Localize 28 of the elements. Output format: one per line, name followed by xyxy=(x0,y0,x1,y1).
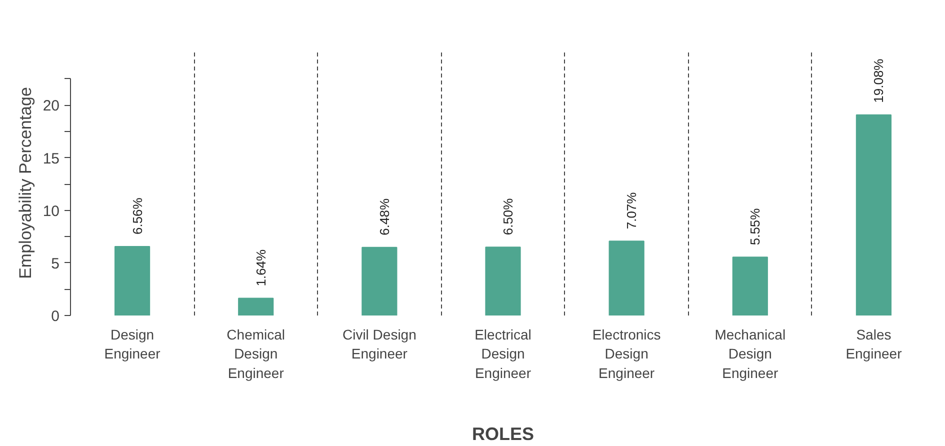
y-tick-label: 0 xyxy=(51,308,60,325)
data-label: 5.55% xyxy=(748,208,763,246)
bar xyxy=(362,246,398,316)
bar xyxy=(485,246,521,316)
data-label: 6.48% xyxy=(376,198,392,236)
x-tick-label: Design Engineer xyxy=(104,326,161,362)
x-tick-label: Civil Design Engineer xyxy=(342,326,416,362)
y-tick-label: 20 xyxy=(42,98,60,115)
x-tick-label: Sales Engineer xyxy=(846,326,902,362)
x-tick-label: Electronics Design Engineer xyxy=(592,326,661,381)
bar xyxy=(608,240,644,316)
y-tick-label: 5 xyxy=(51,255,60,272)
x-axis-title: ROLES xyxy=(472,424,534,444)
bar xyxy=(856,114,892,316)
data-label: 7.07% xyxy=(624,192,640,230)
data-label: 6.56% xyxy=(130,197,145,235)
bar xyxy=(114,246,150,316)
bar xyxy=(238,298,274,316)
bar xyxy=(732,256,768,316)
data-label: 19.08% xyxy=(871,58,886,103)
y-tick-label: 15 xyxy=(42,150,60,168)
data-label: 6.50% xyxy=(500,198,516,236)
x-tick-label: Chemical Design Engineer xyxy=(226,326,286,381)
x-tick-label: Mechanical Design Engineer xyxy=(714,326,786,381)
y-axis-title: Employability Percentage xyxy=(16,87,35,279)
data-label: 1.64% xyxy=(253,248,268,286)
x-tick-label: Electrical Design Engineer xyxy=(474,326,532,381)
y-tick-label: 10 xyxy=(42,202,60,220)
